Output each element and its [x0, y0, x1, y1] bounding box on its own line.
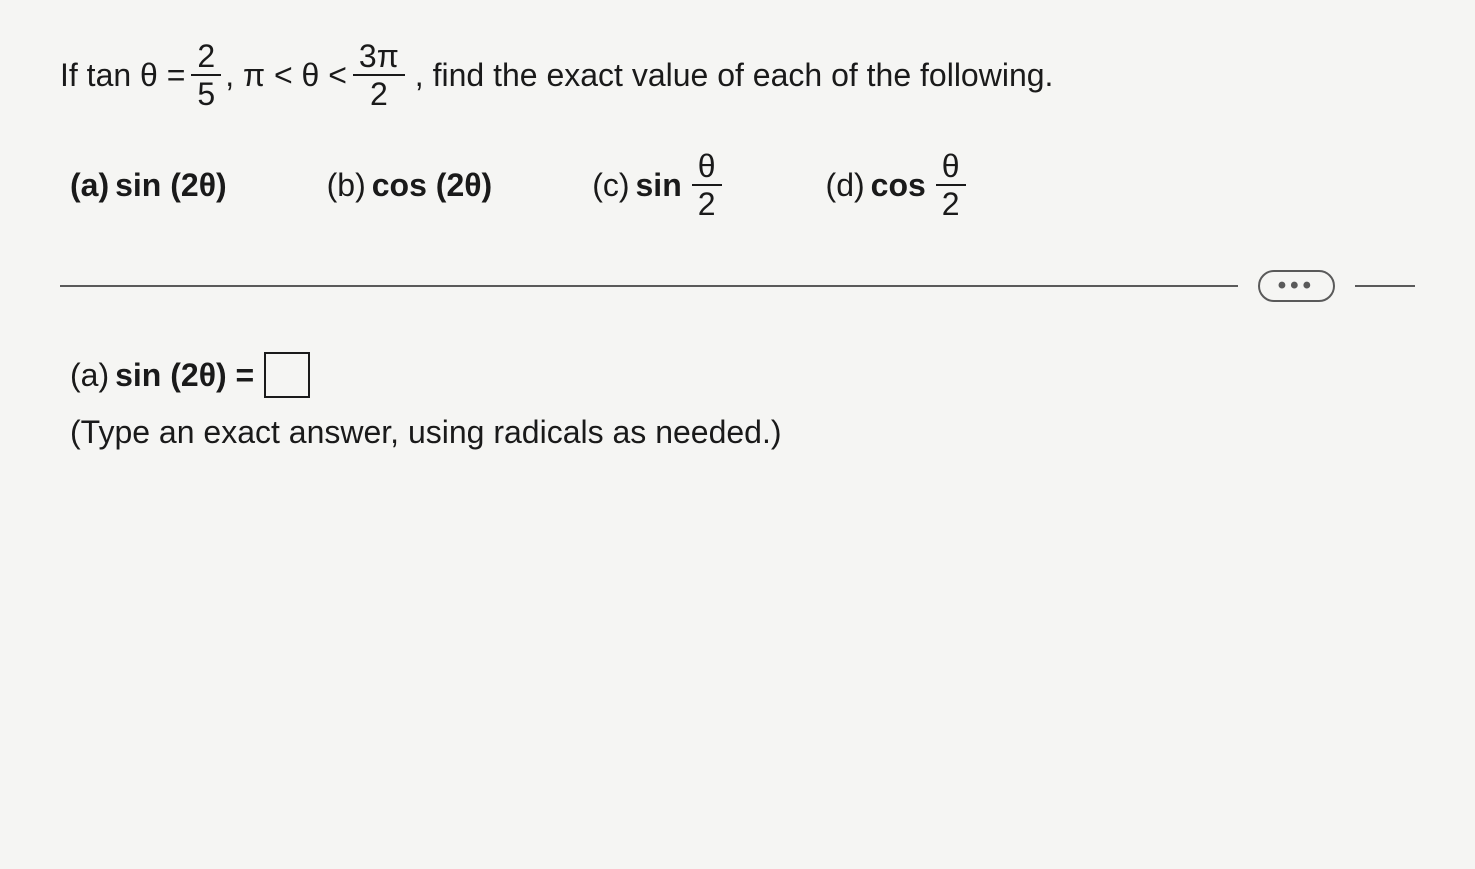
frac-num: θ [692, 150, 722, 186]
part-a: (a) sin (2θ) [70, 163, 227, 208]
frac-den: 2 [936, 186, 966, 220]
part-b-label: (b) [327, 163, 366, 208]
part-d: (d) cos θ 2 [826, 150, 970, 220]
answer-row: (a) sin (2θ) = [60, 352, 1415, 398]
part-c-func: sin [636, 163, 682, 208]
part-a-label: (a) [70, 163, 109, 208]
frac-den: 5 [191, 76, 221, 110]
divider-line-right [1355, 285, 1415, 287]
problem-statement: If tan θ = 2 5 , π < θ < 3π 2 , find the… [60, 40, 1415, 110]
fraction-3pi-2: 3π 2 [353, 40, 405, 110]
fraction-2-5: 2 5 [191, 40, 221, 110]
problem-mid: , π < θ < [225, 53, 347, 98]
frac-num: 3π [353, 40, 405, 76]
frac-den: 2 [692, 186, 722, 220]
more-button[interactable]: ••• [1258, 270, 1335, 302]
part-d-func: cos [871, 163, 926, 208]
parts-row: (a) sin (2θ) (b) cos (2θ) (c) sin θ 2 (d… [60, 150, 1415, 220]
divider: ••• [60, 270, 1415, 302]
frac-den: 2 [364, 76, 394, 110]
part-c: (c) sin θ 2 [592, 150, 725, 220]
answer-lhs: sin (2θ) = [115, 353, 254, 398]
fraction-theta-2-d: θ 2 [936, 150, 966, 220]
answer-input[interactable] [264, 352, 310, 398]
fraction-theta-2-c: θ 2 [692, 150, 722, 220]
part-b-expr: cos (2θ) [372, 163, 492, 208]
divider-line-left [60, 285, 1238, 287]
answer-hint: (Type an exact answer, using radicals as… [60, 410, 1415, 455]
part-c-label: (c) [592, 163, 629, 208]
part-b: (b) cos (2θ) [327, 163, 493, 208]
answer-label: (a) [70, 353, 109, 398]
frac-num: 2 [191, 40, 221, 76]
part-d-label: (d) [826, 163, 865, 208]
frac-num: θ [936, 150, 966, 186]
problem-suffix: , find the exact value of each of the fo… [415, 53, 1054, 98]
part-a-expr: sin (2θ) [115, 163, 227, 208]
problem-prefix: If tan θ = [60, 53, 185, 98]
